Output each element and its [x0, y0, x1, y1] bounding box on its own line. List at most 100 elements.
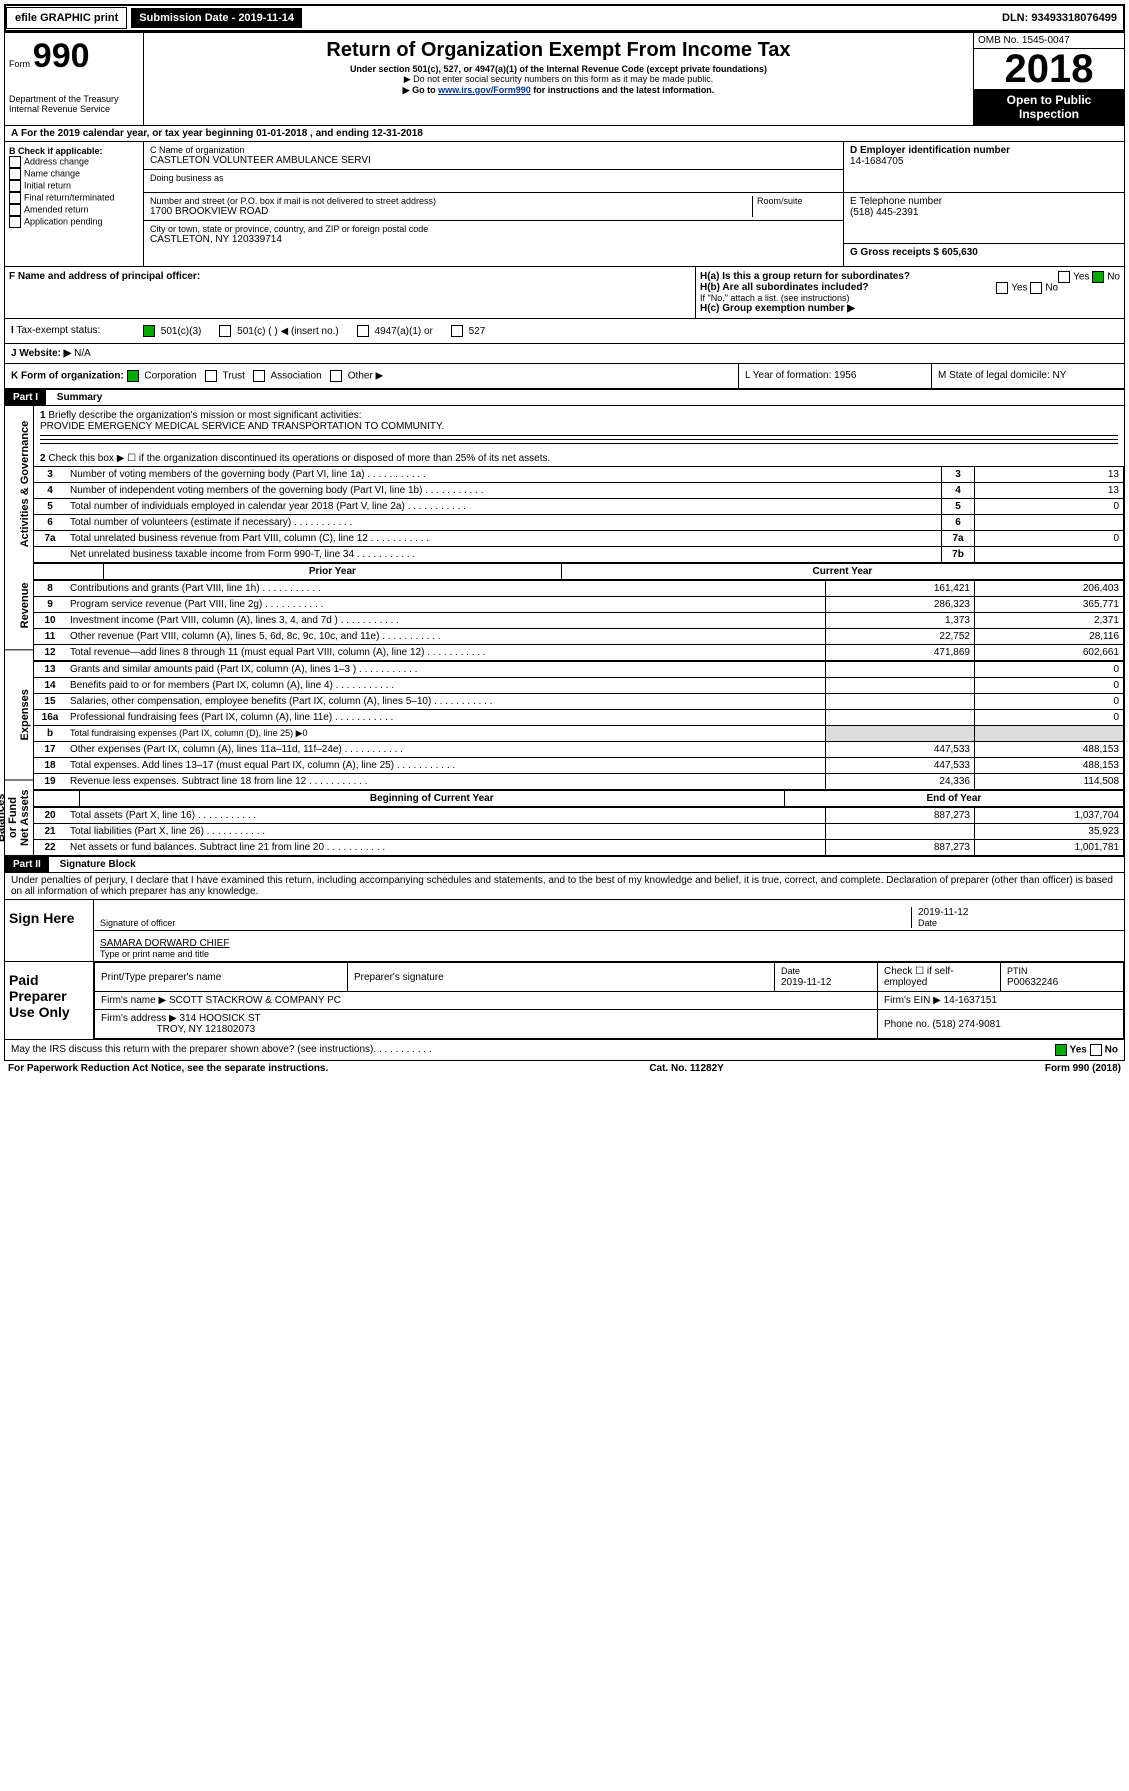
col-cd: C Name of organization CASTLETON VOLUNTE…	[144, 142, 844, 266]
summary-line-9: 9Program service revenue (Part VIII, lin…	[34, 597, 1124, 613]
tax-status-opt[interactable]: 527	[451, 326, 485, 337]
city: CASTLETON, NY 120339714	[150, 234, 837, 245]
ha: H(a) Is this a group return for subordin…	[700, 271, 1120, 282]
perjury: Under penalties of perjury, I declare th…	[5, 873, 1124, 899]
pp-h3-l: Date	[781, 966, 800, 976]
part2-title: Signature Block	[52, 859, 136, 870]
form-title: Return of Organization Exempt From Incom…	[152, 39, 965, 62]
form-label-col: Form 990 Department of the Treasury Inte…	[5, 33, 144, 125]
room-suite: Room/suite	[752, 196, 837, 217]
summary-line-10: 10Investment income (Part VIII, column (…	[34, 613, 1124, 629]
summary-line-21: 21Total liabilities (Part X, line 26)35,…	[34, 824, 1124, 840]
checkbox-name-change[interactable]: Name change	[9, 168, 139, 180]
firm-ein-cell: Firm's EIN ▶ 14-1637151	[878, 992, 1124, 1010]
klm-row: K Form of organization: Corporation Trus…	[5, 364, 1124, 389]
header-bar: efile GRAPHIC print Submission Date - 20…	[4, 4, 1125, 32]
tax-year: 2018	[974, 49, 1124, 89]
dln: DLN: 93493318076499	[1002, 12, 1123, 24]
summary-main: 1 Briefly describe the organization's mi…	[34, 406, 1124, 856]
g-label: G Gross receipts $ 605,630	[850, 247, 978, 258]
city-cell: City or town, state or province, country…	[144, 221, 843, 248]
summary-line-19: 19Revenue less expenses. Subtract line 1…	[34, 774, 1124, 790]
subtitle2: ▶ Do not enter social security numbers o…	[152, 74, 965, 85]
efile-btn[interactable]: efile GRAPHIC print	[6, 7, 127, 29]
e-cell: E Telephone number (518) 445-2391	[844, 193, 1124, 244]
checkbox-final-return-terminated[interactable]: Final return/terminated	[9, 192, 139, 204]
tax-status-opt[interactable]: 501(c) ( ) ◀ (insert no.)	[219, 326, 338, 337]
pp-date: 2019-11-12	[781, 977, 831, 988]
addr: 1700 BROOKVIEW ROAD	[150, 206, 752, 217]
summary-line-20: 20Total assets (Part X, line 16)887,2731…	[34, 808, 1124, 824]
firm-addr: 314 HOOSICK ST	[180, 1013, 261, 1024]
summary-line-4: 4Number of independent voting members of…	[34, 483, 1124, 499]
pp-phone: (518) 274-9081	[932, 1019, 1000, 1030]
irs-link[interactable]: www.irs.gov/Form990	[438, 85, 531, 95]
sign-right: Signature of officer 2019-11-12 Date SAM…	[94, 900, 1124, 961]
dba-cell: Doing business as	[144, 170, 843, 193]
pra: For Paperwork Reduction Act Notice, see …	[8, 1063, 328, 1074]
form-small: Form	[9, 59, 30, 69]
tax-status-opt[interactable]: 501(c)(3)	[143, 326, 201, 337]
fh-row: F Name and address of principal officer:…	[5, 267, 1124, 319]
part2-label: Part II	[5, 857, 49, 872]
summary-line-14: 14Benefits paid to or for members (Part …	[34, 678, 1124, 694]
hb-label: H(b) Are all subordinates included?	[700, 282, 869, 293]
summary-line-13: 13Grants and similar amounts paid (Part …	[34, 662, 1124, 678]
firm-addr-cell: Firm's address ▶ 314 HOOSICK ST TROY, NY…	[95, 1010, 878, 1039]
l-cell: L Year of formation: 1956	[738, 364, 931, 388]
firm-ein: 14-1637151	[944, 995, 997, 1006]
submission-date[interactable]: Submission Date - 2019-11-14	[131, 8, 302, 28]
cat: Cat. No. 11282Y	[649, 1063, 723, 1074]
summary-line-22: 22Net assets or fund balances. Subtract …	[34, 840, 1124, 856]
sign-date-label: Date	[918, 918, 1118, 928]
checkbox-application-pending[interactable]: Application pending	[9, 216, 139, 228]
hc: H(c) Group exemption number ▶	[700, 303, 1120, 314]
checkbox-initial-return[interactable]: Initial return	[9, 180, 139, 192]
form-number: 990	[33, 37, 90, 75]
sign-block: Sign Here Signature of officer 2019-11-1…	[4, 900, 1125, 962]
hdr-boy: Beginning of Current Year	[79, 791, 784, 807]
summary-rev-table: 8Contributions and grants (Part VIII, li…	[34, 580, 1124, 661]
summary-line-17: 17Other expenses (Part IX, column (A), l…	[34, 742, 1124, 758]
g-cell: G Gross receipts $ 605,630	[844, 244, 1124, 266]
summary-line-8: 8Contributions and grants (Part VIII, li…	[34, 581, 1124, 597]
form-ref: Form 990 (2018)	[1045, 1063, 1121, 1074]
info-grid: B Check if applicable: Address changeNam…	[5, 142, 1124, 267]
pp-h3: Date2019-11-12	[775, 963, 878, 992]
hb-note: If "No," attach a list. (see instruction…	[700, 293, 1120, 303]
org-name: CASTLETON VOLUNTEER AMBULANCE SERVI	[150, 155, 837, 166]
part1-header: Part I Summary	[5, 389, 1124, 406]
summary-line-12: 12Total revenue—add lines 8 through 11 (…	[34, 645, 1124, 661]
discuss-yesno: Yes No	[1055, 1044, 1118, 1056]
officer-name: SAMARA DORWARD CHIEF	[100, 938, 1118, 949]
checkbox-address-change[interactable]: Address change	[9, 156, 139, 168]
summary-line-3: 3Number of voting members of the governi…	[34, 467, 1124, 483]
ptin: P00632246	[1007, 977, 1058, 988]
m-cell: M State of legal domicile: NY	[931, 364, 1124, 388]
summary-net-header: Beginning of Current YearEnd of Year	[34, 790, 1124, 807]
sign-here: Sign Here	[5, 900, 94, 961]
phone: (518) 445-2391	[850, 207, 1118, 218]
part1-label: Part I	[5, 390, 46, 405]
hb: H(b) Are all subordinates included? Yes …	[700, 282, 1120, 293]
summary-line-16a: 16aProfessional fundraising fees (Part I…	[34, 710, 1124, 726]
summary-rev-header: Prior YearCurrent Year	[34, 563, 1124, 580]
tax-status-opt[interactable]: 4947(a)(1) or	[357, 326, 433, 337]
subtitle1: Under section 501(c), 527, or 4947(a)(1)…	[152, 64, 965, 74]
part1-title: Summary	[49, 392, 103, 403]
q1-val: PROVIDE EMERGENCY MEDICAL SERVICE AND TR…	[40, 421, 444, 432]
sub3-post: for instructions and the latest informat…	[531, 85, 715, 95]
q1-block: 1 Briefly describe the organization's mi…	[34, 406, 1124, 451]
checkbox-amended-return[interactable]: Amended return	[9, 204, 139, 216]
city-label: City or town, state or province, country…	[150, 224, 837, 234]
sig-name-line: SAMARA DORWARD CHIEF Type or print name …	[94, 931, 1124, 961]
period: For the 2019 calendar year, or tax year …	[21, 128, 423, 139]
sig-off-label: Signature of officer	[100, 918, 911, 928]
subtitle3: ▶ Go to www.irs.gov/Form990 for instruct…	[152, 85, 965, 96]
sign-date: 2019-11-12	[918, 907, 1118, 918]
ha-label: H(a) Is this a group return for subordin…	[700, 271, 910, 282]
discuss-row: May the IRS discuss this return with the…	[4, 1040, 1125, 1061]
j-label: Website: ▶	[19, 348, 71, 359]
vlabel-rev: Revenue	[5, 561, 33, 650]
period-row: A For the 2019 calendar year, or tax yea…	[5, 126, 1124, 142]
